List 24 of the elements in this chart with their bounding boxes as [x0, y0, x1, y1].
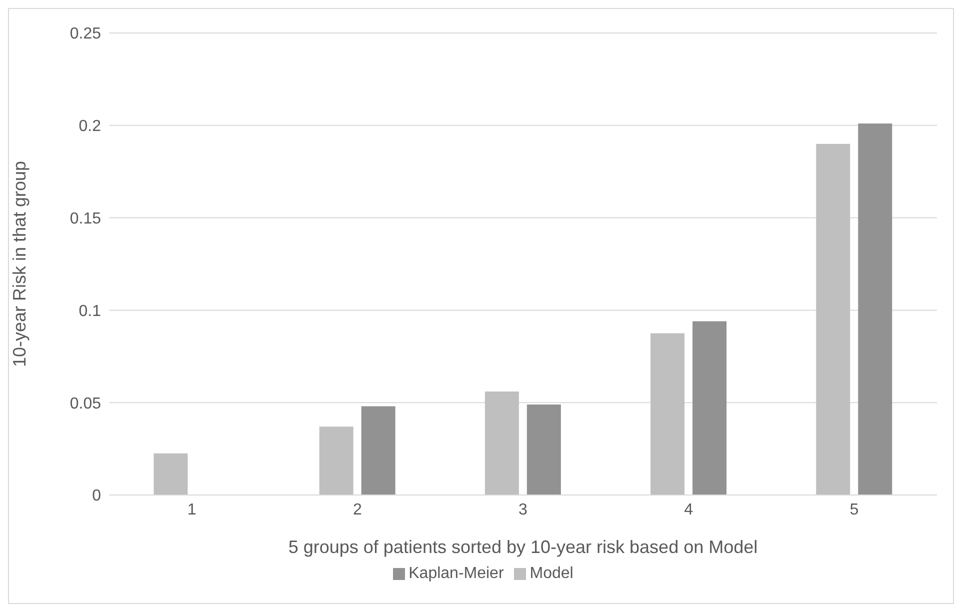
x-tick-label: 4 — [684, 501, 694, 518]
x-axis-title: 5 groups of patients sorted by 10-year risk based on Model — [288, 537, 758, 557]
legend-label: Kaplan-Meier — [408, 565, 504, 582]
bar — [816, 144, 850, 495]
y-axis-title: 10-year Risk in that group — [9, 160, 30, 368]
y-tick-label: 0.15 — [70, 210, 102, 228]
bar — [484, 392, 519, 495]
y-tick-label: 0.05 — [70, 395, 102, 412]
y-tick-label: 0.25 — [70, 26, 102, 43]
x-tick-label: 2 — [352, 501, 362, 518]
legend-label: Model — [530, 565, 574, 582]
bar — [319, 426, 354, 495]
bar — [692, 321, 727, 495]
y-tick-label: 0 — [92, 488, 102, 505]
y-tick-label: 0.2 — [78, 118, 102, 136]
bar — [361, 406, 396, 495]
bar — [526, 404, 561, 495]
y-tick-label: 0.1 — [78, 302, 102, 320]
bar — [858, 124, 892, 495]
x-tick-label: 3 — [518, 501, 528, 518]
x-tick-label: 1 — [187, 501, 196, 518]
bar — [650, 333, 685, 495]
bar — [154, 453, 188, 495]
x-tick-label: 5 — [850, 501, 859, 518]
